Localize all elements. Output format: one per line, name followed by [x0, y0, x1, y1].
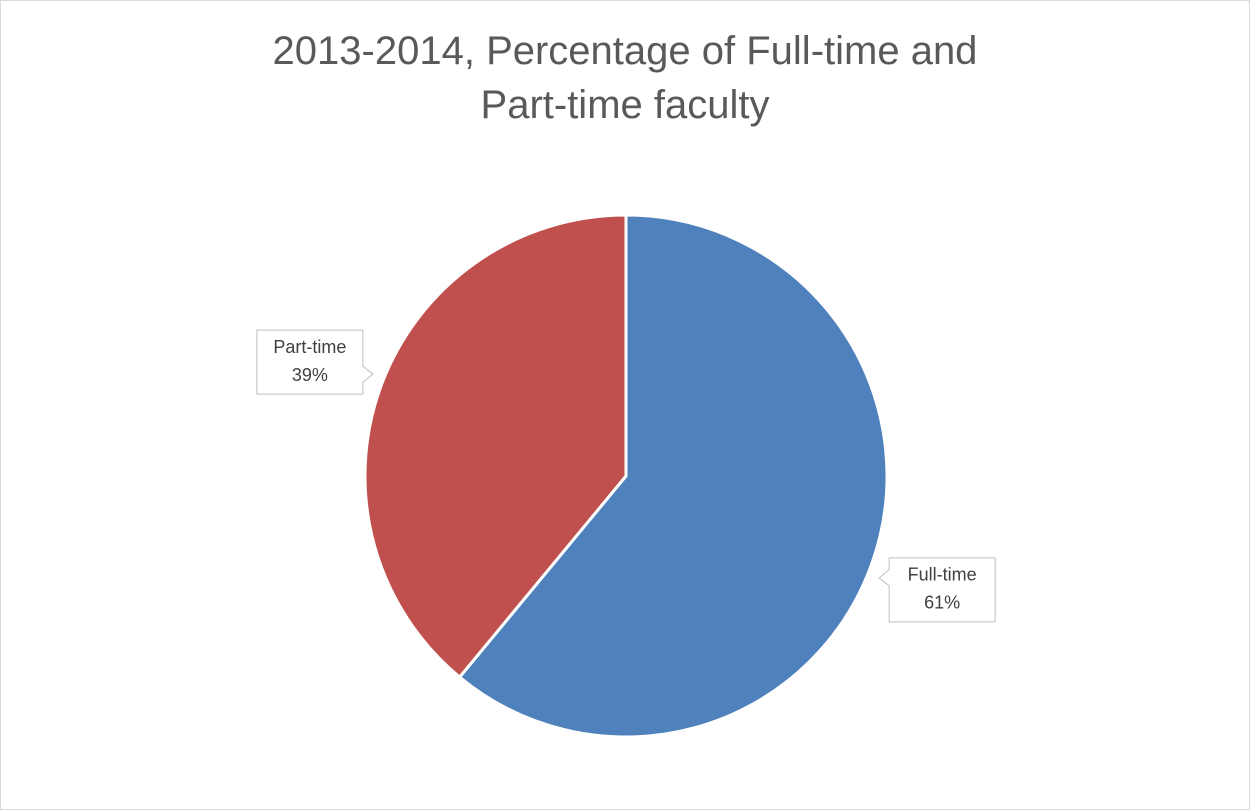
data-label: 39% — [292, 365, 328, 385]
data-label-box — [878, 557, 996, 623]
category-label: Part-time — [273, 337, 346, 357]
pie-slice — [457, 213, 889, 739]
category-label: Full-time — [908, 565, 977, 585]
chart-title: 2013-2014, Percentage of Full-time and P… — [272, 29, 978, 127]
data-label: 61% — [924, 593, 960, 613]
data-label-box — [256, 329, 374, 395]
pie-slice — [363, 213, 628, 680]
